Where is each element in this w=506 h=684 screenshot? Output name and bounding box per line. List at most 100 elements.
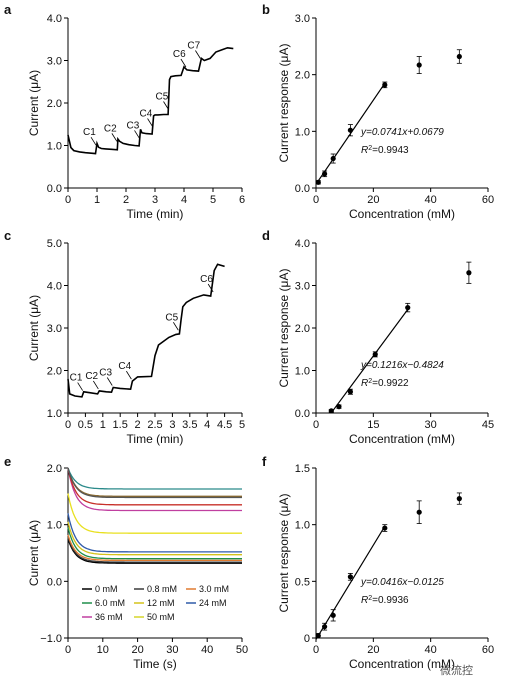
y-axis-label: Current response (μA) (277, 494, 291, 613)
x-tick-label: 3 (152, 194, 158, 206)
x-axis-label: Time (min) (127, 432, 184, 446)
annotation-C4: C4 (118, 361, 131, 372)
legend-label: 0 mM (95, 584, 118, 594)
y-tick-label: 1.0 (47, 141, 62, 153)
y-tick-label: 0.0 (295, 183, 310, 195)
annotation-C6: C6 (200, 274, 213, 285)
x-tick-label: 20 (367, 194, 379, 206)
y-tick-label: 0.0 (47, 576, 62, 588)
y-tick-label: 0.5 (295, 576, 310, 588)
x-axis-label: Time (min) (127, 207, 184, 221)
series-line-11 (67, 467, 242, 499)
annotation-C2: C2 (104, 123, 117, 134)
y-axis-label: Current (μA) (27, 295, 41, 361)
r-squared: R2=0.9922 (361, 378, 409, 390)
panel-e: 0 10 20 30 40 50 −1.0 0.0 1.0 2.0 Time (s) Current … (4, 454, 248, 671)
annotation-C5: C5 (156, 92, 169, 103)
annotation-arrow (126, 370, 132, 380)
annotation-arrow (173, 322, 179, 331)
series-line-0 (67, 538, 242, 564)
series-line-3 (67, 527, 242, 560)
y-tick-label: 1.5 (295, 463, 310, 475)
series-line-6 (67, 493, 242, 534)
watermark-text: 微流控 (440, 664, 473, 677)
data-point (328, 408, 334, 414)
x-tick-label: 15 (367, 419, 379, 431)
data-point (382, 82, 388, 88)
panel-letter: d (262, 228, 270, 243)
fit-line (315, 525, 386, 640)
annotation-C3: C3 (127, 120, 140, 131)
y-tick-label: 1.0 (295, 366, 310, 378)
x-tick-label: 0 (65, 419, 71, 431)
data-point (347, 574, 353, 580)
data-point (322, 171, 328, 177)
series-line-5 (67, 513, 242, 553)
x-axis-label: Concentration (mM) (349, 432, 455, 446)
legend-label: 6.0 mM (95, 598, 125, 608)
data-point (416, 62, 422, 68)
series-line-1 (67, 536, 242, 563)
legend-label: 50 mM (147, 612, 175, 622)
y-tick-label: 4.0 (295, 238, 310, 250)
annotation-C6: C6 (173, 49, 186, 60)
data-point (382, 525, 388, 531)
series-line-8 (67, 467, 242, 506)
data-point (322, 624, 328, 630)
y-tick-label: 1.0 (47, 520, 62, 532)
y-tick-label: 2.0 (295, 323, 310, 335)
x-tick-label: 2 (135, 419, 141, 431)
x-axis-label: Time (s) (133, 657, 177, 671)
x-tick-label: 60 (482, 194, 494, 206)
panel-c: 0 0.5 1 1.5 2 2.5 3 3.5 4 4.5 5 1.0 2.0 3.0 4.0 5.0 Time… (4, 228, 245, 446)
r-squared: R2=0.9936 (361, 595, 409, 607)
annotation-arrow (111, 133, 118, 142)
x-tick-label: 10 (97, 644, 109, 656)
x-tick-label: 3 (169, 419, 175, 431)
x-tick-label: 50 (236, 644, 248, 656)
x-tick-label: 4 (204, 419, 210, 431)
annotation-C5: C5 (165, 312, 178, 323)
y-tick-label: 5.0 (47, 238, 62, 250)
series-line-10 (67, 467, 242, 490)
panel-letter: b (262, 2, 270, 17)
panel-letter: c (4, 228, 11, 243)
y-tick-label: 2.0 (295, 70, 310, 82)
annotation-arrow (90, 136, 97, 146)
legend-label: 12 mM (147, 598, 175, 608)
y-tick-label: 3.0 (295, 281, 310, 293)
y-tick-label: 1.0 (47, 408, 62, 420)
legend-label: 3.0 mM (199, 584, 229, 594)
y-tick-label: 3.0 (295, 13, 310, 25)
annotation-arrow (92, 380, 99, 390)
series-line-7 (67, 467, 242, 512)
annotation-arrow (134, 130, 140, 139)
y-tick-label: −1.0 (40, 633, 62, 645)
data-point (456, 496, 462, 502)
data-point (330, 155, 336, 162)
y-tick-label: 1.0 (295, 520, 310, 532)
annotation-C1: C1 (83, 127, 96, 138)
x-tick-label: 60 (482, 644, 494, 656)
y-tick-label: 2.0 (47, 366, 62, 378)
annotation-C2: C2 (85, 371, 98, 382)
x-tick-label: 5 (239, 419, 245, 431)
data-point (315, 179, 321, 185)
x-tick-label: 40 (201, 644, 213, 656)
y-tick-label: 4.0 (47, 13, 62, 25)
annotation-arrow (147, 118, 153, 127)
data-point (372, 351, 378, 357)
data-point (456, 53, 462, 60)
x-tick-label: 0 (313, 419, 319, 431)
y-tick-label: 0.0 (47, 183, 62, 195)
r-squared: R2=0.9943 (361, 145, 409, 157)
panel-letter: e (4, 454, 11, 469)
y-tick-label: 2.0 (47, 463, 62, 475)
x-tick-label: 1 (100, 419, 106, 431)
y-tick-label: 3.0 (47, 323, 62, 335)
series-line-2 (67, 534, 242, 562)
current-trace (67, 263, 225, 398)
x-tick-label: 40 (425, 194, 437, 206)
y-axis-label: Current (μA) (27, 520, 41, 586)
annotation-C4: C4 (140, 109, 153, 120)
